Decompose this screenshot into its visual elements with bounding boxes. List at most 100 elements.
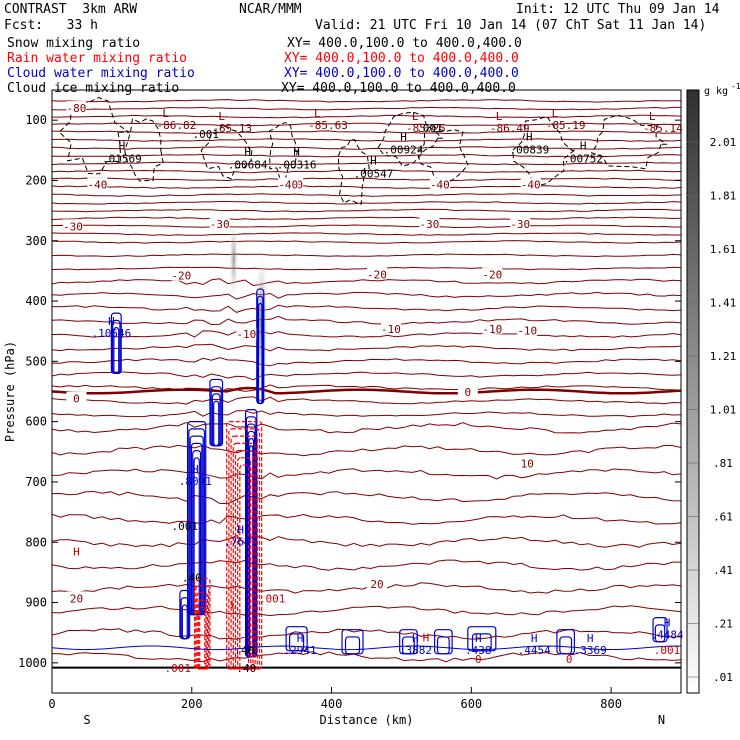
isotherm-line — [52, 122, 681, 127]
cloud-water-high-marker: H — [587, 632, 594, 645]
snow-contour-label: .001 — [416, 122, 443, 135]
isotherm-label-bg — [517, 323, 538, 336]
x-tick-label: 800 — [600, 697, 622, 711]
rain-contour — [228, 428, 261, 670]
snow-high-value-label: .00316 — [277, 158, 317, 171]
rain-contour — [226, 421, 263, 670]
isotherm-label: -30 — [210, 218, 230, 231]
isotherm-label: -40 — [521, 179, 541, 192]
cloud-water-contour — [257, 302, 263, 405]
isotherm-line — [52, 201, 681, 205]
cloud-water-high-value-label: .4454 — [518, 644, 551, 657]
isotherm-label-bg — [236, 327, 257, 340]
x-end-label-south: S — [83, 713, 90, 727]
cloud-water-high-marker: H — [297, 632, 304, 645]
colorbar-tick-label: 1.21 — [710, 350, 737, 363]
isotherm-line — [52, 224, 681, 229]
cloud-water-contour — [213, 400, 220, 447]
isotherm-line — [52, 208, 681, 213]
isotherm-line — [52, 513, 681, 525]
isotherm-label-bg — [482, 267, 503, 280]
cloud-ice-contour — [200, 124, 253, 180]
high-marker: H — [73, 545, 80, 558]
isotherm-label-bg — [517, 456, 538, 469]
cloud-water-contour — [559, 636, 573, 655]
colorbar-tick-label: .61 — [713, 511, 733, 524]
isotherm-line — [52, 396, 681, 405]
isotherm-line — [52, 444, 681, 457]
snow-high-marker: H — [370, 154, 377, 167]
snow-field-label: Snow mixing ratio — [7, 36, 141, 51]
cloud-water-contour — [436, 636, 450, 655]
isotherm-line — [52, 278, 681, 287]
low-value-label: -85.14 — [643, 122, 683, 135]
isotherm-line — [52, 138, 681, 142]
colorbar-tick-label: 1.81 — [710, 190, 737, 203]
rain-contour — [234, 449, 254, 670]
cloud-water-contour-label: .40 — [236, 662, 256, 675]
low-marker: L — [162, 107, 169, 120]
isotherm-label: -10 — [482, 323, 502, 336]
colorbar-tick-label: 1.41 — [710, 297, 737, 310]
rain-field-label: Rain water mixing ratio — [7, 51, 188, 66]
isotherm-label: -30 — [419, 218, 439, 231]
isotherm-line — [52, 628, 681, 640]
low-value-label: -85.13 — [212, 122, 252, 135]
y-tick-label: 600 — [25, 415, 47, 429]
cloud-ice-field-label: Cloud ice mixing ratio — [7, 81, 180, 96]
isotherm-line — [52, 371, 681, 381]
cloud-water-contour — [113, 326, 120, 375]
snow-high-value-label: .00684 — [228, 158, 268, 171]
isotherm-label-bg — [62, 219, 83, 232]
valid-label: Valid: 21 UTC Fri 10 Jan 14 (07 ChT Sat … — [315, 18, 707, 33]
isotherm-label-bg — [366, 576, 387, 589]
isotherm-line — [52, 232, 681, 236]
isotherm-label-bg — [429, 177, 450, 190]
isotherm-label: -30 — [510, 218, 530, 231]
cloud-water-contour — [471, 633, 492, 652]
isotherm-label-bg — [66, 591, 87, 604]
cloud-water-high-value-label: .3369 — [574, 644, 607, 657]
isotherm-label: 10 — [521, 457, 534, 470]
cloud-ice-contour — [124, 118, 164, 182]
colorbar-tick-label: .21 — [713, 618, 733, 631]
y-tick-label: 900 — [25, 596, 47, 610]
isotherm-line — [52, 291, 681, 300]
snow-high-value-label: .01569 — [102, 152, 142, 165]
cloud-ice-contour — [337, 139, 370, 205]
rain-contour — [197, 599, 207, 670]
isotherm-label: 20 — [370, 578, 383, 591]
colorbar-tick-label: .41 — [713, 564, 733, 577]
isotherm-label-bg — [171, 268, 192, 281]
isotherm-line — [52, 114, 681, 119]
isotherm-label-bg — [66, 101, 87, 114]
low-marker: L — [412, 110, 419, 123]
y-tick-label: 700 — [25, 475, 47, 489]
snow-high-value-label: .00924 — [384, 143, 424, 156]
init-label: Init: 12 UTC Thu 09 Jan 14 — [516, 2, 720, 17]
low-value-label: -86.49 — [490, 122, 530, 135]
isotherm-line — [52, 535, 681, 548]
isotherm-line — [52, 177, 681, 182]
isotherm-label: -20 — [171, 270, 191, 283]
isotherm-label: -10 — [381, 323, 401, 336]
isotherm-label-bg — [380, 321, 401, 334]
snow-xy-label: XY= 400.0,100.0 to 400.0,400.0 — [287, 36, 522, 51]
isotherm-line — [52, 605, 681, 617]
snow-high-marker: H — [526, 130, 533, 143]
colorbar-unit-label: g kg — [704, 86, 728, 97]
cloud-water-high-value-label: .8091 — [179, 475, 212, 488]
isotherm-label-bg — [482, 321, 503, 334]
colorbar-unit-exponent: -1 — [731, 82, 740, 91]
low-marker: L — [552, 107, 559, 120]
isotherm-line — [52, 253, 681, 258]
isotherm-label-bg — [520, 177, 541, 190]
cloud-water-high-value-label: .7697 — [224, 535, 257, 548]
x-axis-title: Distance (km) — [320, 713, 414, 727]
isotherm-line — [52, 130, 681, 135]
colorbar — [686, 89, 700, 694]
cloud-water-high-value-label: .3882 — [399, 644, 432, 657]
y-tick-label: 300 — [25, 234, 47, 248]
low-marker: L — [218, 110, 225, 123]
